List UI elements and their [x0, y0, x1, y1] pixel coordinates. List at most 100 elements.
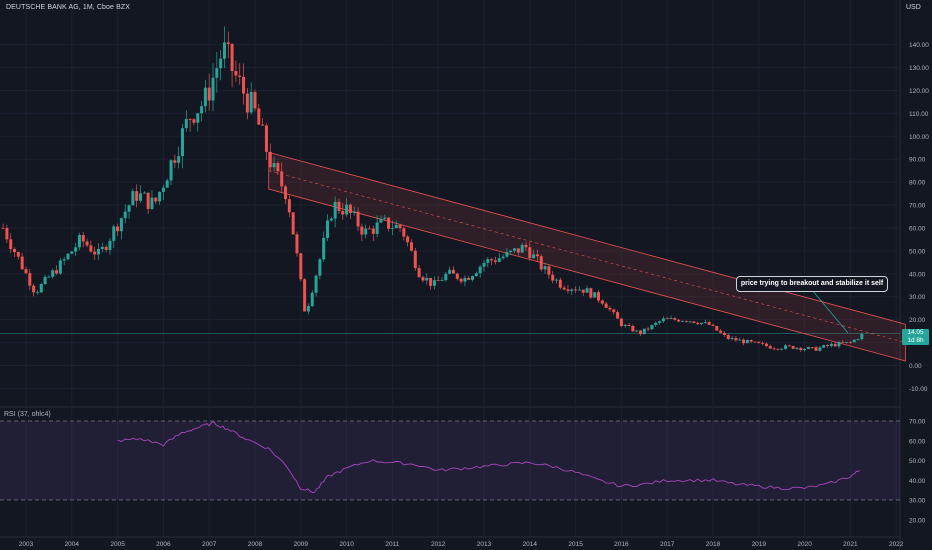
candle-body — [764, 343, 768, 347]
candle-body — [532, 254, 536, 259]
candle-body — [577, 289, 581, 291]
price-tick-label: 0.00 — [909, 363, 922, 370]
candle-body — [829, 343, 833, 346]
candle-body — [406, 236, 410, 243]
candle-body — [58, 260, 62, 274]
candle-body — [409, 242, 413, 251]
candle-body — [39, 283, 43, 293]
channel-band — [268, 151, 906, 362]
candle-body — [520, 244, 524, 253]
candle-body — [77, 235, 81, 248]
candle-body — [448, 269, 452, 274]
candle-body — [215, 68, 219, 78]
price-tick-label: 50.00 — [909, 248, 926, 255]
candle-body — [119, 218, 123, 232]
candle-body — [177, 156, 181, 163]
time-tick-label: 2012 — [431, 541, 446, 548]
channel-midline — [268, 170, 906, 343]
candle-body — [35, 292, 39, 294]
candle-body — [261, 124, 265, 126]
rsi-tick-label: 70.00 — [909, 419, 926, 426]
candle-body — [387, 217, 391, 229]
time-tick-label: 2009 — [294, 541, 309, 548]
time-tick-label: 2014 — [523, 541, 538, 548]
candle-body — [154, 197, 158, 202]
candle-body — [726, 335, 730, 339]
candle-body — [543, 266, 547, 270]
candle-body — [207, 87, 211, 101]
candle-body — [161, 187, 165, 192]
time-axis[interactable]: 2003 2004 2005 2006 2007 2008 2009 2010 2011 2012… — [19, 541, 904, 548]
candle-body — [680, 320, 684, 322]
candle-body — [505, 252, 509, 257]
candle-body — [837, 342, 841, 347]
candle-body — [684, 320, 688, 322]
time-tick-label: 2019 — [752, 541, 767, 548]
candle-body — [810, 347, 814, 348]
price-tick-label: -10.00 — [909, 386, 928, 393]
price-tick-label: 30.00 — [909, 294, 926, 301]
candle-body — [245, 93, 249, 113]
candle-body — [650, 324, 654, 330]
candle-body — [394, 224, 398, 229]
candle-body — [848, 341, 852, 343]
annotation-callout[interactable]: price trying to breakout and stabilize i… — [736, 276, 888, 292]
candle-body — [131, 191, 135, 206]
candle-body — [165, 180, 169, 188]
candlestick-series — [1, 26, 864, 353]
candle-body — [501, 256, 505, 259]
candle-body — [669, 318, 673, 319]
candle-body — [826, 345, 829, 346]
candle-body — [822, 345, 826, 348]
candle-body — [432, 280, 436, 286]
candle-body — [257, 108, 261, 125]
candle-body — [28, 273, 32, 286]
candle-body — [24, 269, 28, 274]
candle-body — [329, 218, 333, 221]
candle-body — [757, 341, 761, 344]
candle-body — [566, 289, 570, 291]
time-tick-label: 2020 — [797, 541, 812, 548]
candle-body — [345, 204, 349, 215]
candle-body — [451, 269, 455, 274]
trend-channel[interactable] — [268, 151, 906, 362]
price-tick-label: 40.00 — [909, 271, 926, 278]
candle-body — [341, 211, 345, 215]
candle-body — [547, 266, 551, 275]
candle-body — [497, 258, 501, 262]
price-tick-label: 140.00 — [909, 42, 929, 49]
candle-body — [97, 249, 101, 255]
candle-body — [306, 305, 310, 312]
time-tick-label: 2011 — [385, 541, 399, 548]
candle-body — [791, 346, 795, 349]
time-tick-label: 2015 — [568, 541, 583, 548]
candle-body — [459, 278, 463, 282]
time-tick-label: 2022 — [889, 541, 904, 548]
candle-body — [234, 71, 238, 76]
price-axis[interactable]: 140.00 130.00 120.00 110.00 100.00 90.00 80.00… — [909, 42, 929, 524]
candle-body — [100, 246, 104, 250]
candle-body — [280, 171, 284, 187]
candle-body — [772, 348, 776, 350]
candle-body — [135, 191, 139, 201]
candle-body — [383, 217, 387, 219]
candle-body — [642, 328, 646, 335]
candle-body — [356, 211, 360, 227]
candle-body — [635, 330, 639, 332]
candle-body — [845, 341, 849, 343]
candle-body — [1, 227, 5, 229]
candle-body — [375, 222, 379, 234]
currency-label: USD — [906, 4, 921, 11]
candle-body — [738, 339, 742, 341]
candle-body — [413, 250, 417, 269]
annotation-pointer — [811, 289, 849, 334]
candle-body — [9, 239, 13, 250]
rsi-indicator-title[interactable]: RSI (37, ohlc4) — [4, 411, 51, 418]
candle-body — [268, 151, 272, 168]
candle-body — [364, 228, 368, 235]
candle-body — [89, 245, 93, 252]
candle-body — [264, 125, 268, 152]
price-tick-label: 100.00 — [909, 134, 929, 141]
candle-body — [318, 259, 322, 276]
